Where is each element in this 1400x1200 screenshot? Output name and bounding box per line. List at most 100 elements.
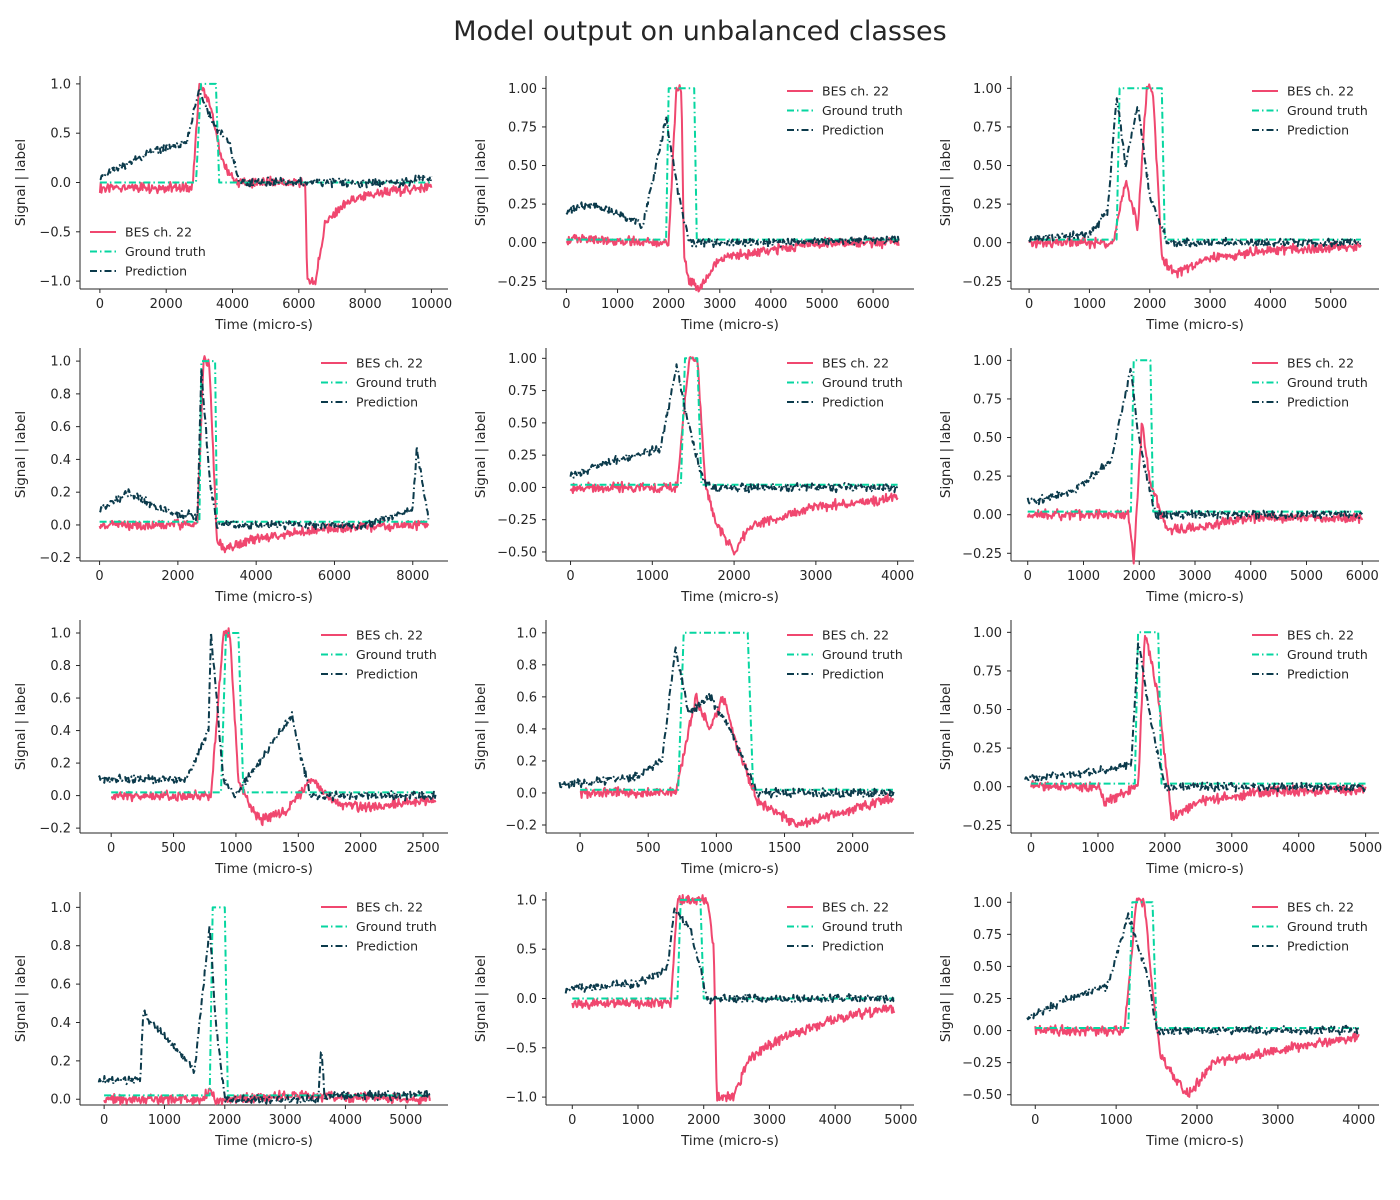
- y-tick-label: 1.0: [50, 77, 71, 92]
- subplot-10: 0 1000 2000 3000 4000 5000 0.0 0.2 0.4 0.6 0.8 1.0 T…: [13, 892, 448, 1149]
- y-axis-label: Signal | label: [13, 955, 29, 1042]
- series-line-bes-ch-22: [1034, 897, 1360, 1098]
- series-line-bes-ch-22: [571, 894, 896, 1103]
- x-tick-label: 2000: [208, 1113, 241, 1128]
- y-tick-label: 0.4: [50, 1016, 71, 1031]
- y-axis-label: Signal | label: [473, 683, 489, 770]
- x-tick-label: 8000: [396, 569, 429, 584]
- y-tick-label: −0.25: [962, 1056, 1002, 1071]
- x-tick-label: 4000: [240, 569, 273, 584]
- series-line-prediction: [558, 646, 895, 799]
- x-axis-label: Time (micro-s): [680, 1133, 779, 1149]
- y-tick-label: −0.2: [505, 818, 537, 833]
- x-tick-label: 2000: [718, 569, 751, 584]
- series-line-bes-ch-22: [1030, 634, 1367, 822]
- y-tick-label: 0.8: [50, 659, 71, 674]
- series-line-ground-truth: [1031, 631, 1366, 785]
- y-tick-label: 0.6: [50, 420, 71, 435]
- series-line-bes-ch-22: [98, 355, 430, 554]
- x-tick-label: 1000: [1067, 569, 1100, 584]
- y-tick-label: −1.0: [505, 1091, 537, 1106]
- legend-entry: BES ch. 22: [356, 356, 423, 371]
- legend: BES ch. 22 Ground truth Prediction: [787, 628, 903, 682]
- x-tick-label: 2000: [836, 841, 869, 856]
- y-tick-label: 0.5: [50, 127, 71, 142]
- series-line-bes-ch-22: [579, 692, 895, 828]
- x-axis-label: Time (micro-s): [680, 317, 779, 333]
- y-axis-label: Signal | label: [938, 139, 954, 226]
- x-tick-label: 4000: [754, 297, 787, 312]
- y-tick-label: 0.50: [973, 159, 1002, 174]
- y-tick-label: 0.4: [50, 724, 71, 739]
- y-tick-label: 1.0: [50, 627, 71, 642]
- y-tick-label: 0.25: [973, 992, 1002, 1007]
- subplot-3: 0 1000 2000 3000 4000 5000 −0.25 0.00 0.25 0.50 0.…: [938, 76, 1379, 333]
- legend-entry: BES ch. 22: [356, 900, 423, 915]
- x-tick-label: 4000: [1234, 569, 1267, 584]
- subplot-2: 0 1000 2000 3000 4000 5000 6000 −0.25 0.00 0.25 0.…: [473, 76, 914, 333]
- y-axis-label: Signal | label: [13, 683, 29, 770]
- legend-entry: Prediction: [1287, 123, 1349, 138]
- x-tick-label: 2000: [150, 297, 183, 312]
- x-tick-label: 10000: [411, 297, 452, 312]
- y-tick-label: 0.0: [50, 176, 71, 191]
- y-axis-label: Signal | label: [473, 139, 489, 226]
- legend-entry: Prediction: [1287, 939, 1349, 954]
- series-line-ground-truth: [111, 632, 436, 794]
- series-line-prediction: [97, 631, 437, 802]
- x-tick-label: 4000: [1282, 841, 1315, 856]
- legend-entry: Ground truth: [356, 375, 437, 390]
- x-tick-label: 1000: [1073, 297, 1106, 312]
- legend-entry: Ground truth: [1287, 647, 1368, 662]
- legend-entry: Prediction: [822, 667, 884, 682]
- legend-entry: BES ch. 22: [822, 628, 889, 643]
- x-tick-label: 3000: [753, 1113, 786, 1128]
- series-line-ground-truth: [566, 87, 899, 241]
- x-tick-label: 1000: [1100, 1113, 1133, 1128]
- x-tick-label: 2000: [687, 1113, 720, 1128]
- x-tick-label: 6000: [282, 297, 315, 312]
- y-tick-label: 0.50: [508, 159, 537, 174]
- y-axis-label: Signal | label: [473, 411, 489, 498]
- x-tick-label: 5000: [884, 1113, 917, 1128]
- legend-entry: Prediction: [125, 264, 187, 279]
- subplot-11: 0 1000 2000 3000 4000 5000 −1.0 −0.5 0.0 0.5 1.0 Ti…: [473, 892, 917, 1149]
- y-tick-label: 0.2: [50, 486, 71, 501]
- x-tick-label: 2000: [1133, 297, 1166, 312]
- subplot-6: 0 1000 2000 3000 4000 5000 6000 −0.25 0.00 0.25 0.…: [938, 348, 1379, 605]
- y-tick-label: 0.8: [50, 939, 71, 954]
- x-tick-label: 1000: [219, 841, 252, 856]
- legend-entry: BES ch. 22: [822, 84, 889, 99]
- y-tick-label: 1.00: [508, 352, 537, 367]
- x-tick-label: 3000: [269, 1113, 302, 1128]
- y-tick-label: 0.00: [973, 508, 1002, 523]
- y-tick-label: −0.25: [962, 819, 1002, 834]
- y-tick-label: 0.2: [50, 1054, 71, 1069]
- y-tick-label: 0.50: [973, 431, 1002, 446]
- subplot-9: 0 1000 2000 3000 4000 5000 −0.25 0.00 0.25 0.50 0.…: [938, 620, 1382, 877]
- legend: BES ch. 22 Ground truth Prediction: [321, 900, 437, 954]
- legend-entry: Prediction: [822, 395, 884, 410]
- y-tick-label: 0.50: [973, 703, 1002, 718]
- y-tick-label: 0.25: [973, 742, 1002, 757]
- legend-entry: BES ch. 22: [1287, 84, 1354, 99]
- x-tick-label: 500: [636, 841, 661, 856]
- x-tick-label: 1000: [1081, 841, 1114, 856]
- subplot-7: 0 500 1000 1500 2000 2500 −0.2 0.0 0.2 0.4 0.6 0.8 1…: [13, 620, 448, 877]
- x-tick-label: 2500: [407, 841, 440, 856]
- y-tick-label: −0.25: [497, 275, 537, 290]
- y-tick-label: 0.50: [508, 416, 537, 431]
- x-tick-label: 5000: [805, 297, 838, 312]
- legend-entry: BES ch. 22: [1287, 628, 1354, 643]
- y-axis-label: Signal | label: [938, 411, 954, 498]
- series-line-ground-truth: [570, 357, 898, 486]
- series-line-prediction: [98, 367, 430, 531]
- x-tick-label: 3000: [799, 569, 832, 584]
- y-tick-label: 1.00: [508, 82, 537, 97]
- x-tick-label: 1500: [768, 841, 801, 856]
- legend: BES ch. 22 Ground truth Prediction: [1252, 900, 1368, 954]
- x-tick-label: 0: [1024, 569, 1032, 584]
- x-tick-label: 0: [1031, 1113, 1039, 1128]
- x-tick-label: 0: [566, 569, 574, 584]
- y-tick-label: 0.00: [973, 780, 1002, 795]
